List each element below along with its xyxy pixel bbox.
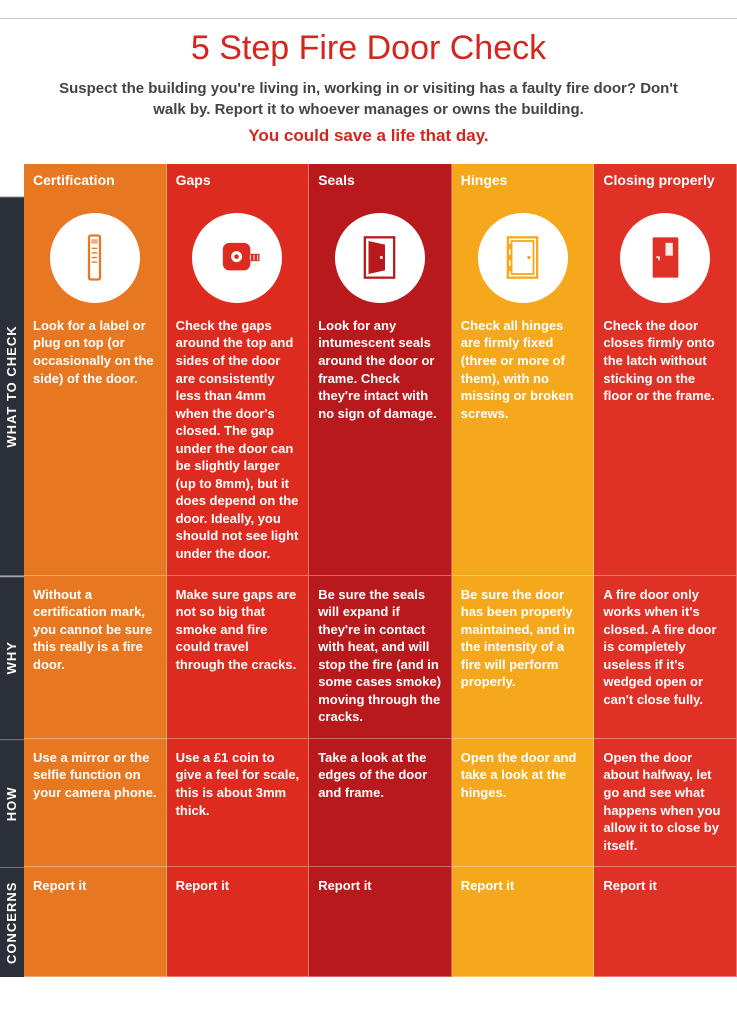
cell-what-0: Look for a label or plug on top (or occa…: [24, 197, 167, 576]
page: 5 Step Fire Door Check Suspect the build…: [0, 18, 737, 977]
cell-how-2: Take a look at the edges of the door and…: [309, 739, 452, 867]
subtitle: Suspect the building you're living in, w…: [49, 78, 689, 120]
certification-label-icon: [50, 213, 140, 303]
what-text-0: Look for a label or plug on top (or occa…: [33, 317, 157, 387]
row-label-how: HOW: [0, 739, 24, 867]
cell-what-4: Check the door closes firmly onto the la…: [594, 197, 737, 576]
cell-what-1: Check the gaps around the top and sides …: [167, 197, 310, 576]
cell-how-1: Use a £1 coin to give a feel for scale, …: [167, 739, 310, 867]
door-hinge-icon: [478, 213, 568, 303]
tape-measure-icon: [192, 213, 282, 303]
door-closing-icon: [620, 213, 710, 303]
cell-how-4: Open the door about halfway, let go and …: [594, 739, 737, 867]
cell-why-3: Be sure the door has been properly maint…: [452, 576, 595, 739]
cell-concerns-0: Report it: [24, 867, 167, 977]
header: 5 Step Fire Door Check Suspect the build…: [0, 18, 737, 164]
what-text-3: Check all hinges are firmly fixed (three…: [461, 317, 585, 422]
cell-why-0: Without a certification mark, you cannot…: [24, 576, 167, 739]
cell-why-4: A fire door only works when it's closed.…: [594, 576, 737, 739]
what-text-4: Check the door closes firmly onto the la…: [603, 317, 727, 405]
cell-concerns-2: Report it: [309, 867, 452, 977]
what-text-1: Check the gaps around the top and sides …: [176, 317, 300, 563]
col-header-seals: Seals: [309, 164, 452, 197]
col-header-closing: Closing properly: [594, 164, 737, 197]
check-grid: Certification Gaps Seals Hinges Closing …: [0, 164, 737, 977]
cell-how-3: Open the door and take a look at the hin…: [452, 739, 595, 867]
cell-why-2: Be sure the seals will expand if they're…: [309, 576, 452, 739]
cell-what-2: Look for any intumescent seals around th…: [309, 197, 452, 576]
col-header-gaps: Gaps: [167, 164, 310, 197]
cell-how-0: Use a mirror or the selfie function on y…: [24, 739, 167, 867]
col-header-hinges: Hinges: [452, 164, 595, 197]
cell-concerns-3: Report it: [452, 867, 595, 977]
what-text-2: Look for any intumescent seals around th…: [318, 317, 442, 422]
row-label-what: WHAT TO CHECK: [0, 197, 24, 576]
cell-concerns-1: Report it: [167, 867, 310, 977]
tagline: You could save a life that day.: [24, 126, 713, 146]
corner-cell: [0, 164, 24, 197]
cell-why-1: Make sure gaps are not so big that smoke…: [167, 576, 310, 739]
cell-what-3: Check all hinges are firmly fixed (three…: [452, 197, 595, 576]
door-seal-icon: [335, 213, 425, 303]
cell-concerns-4: Report it: [594, 867, 737, 977]
page-title: 5 Step Fire Door Check: [24, 29, 713, 68]
col-header-certification: Certification: [24, 164, 167, 197]
row-label-concerns: CONCERNS: [0, 867, 24, 977]
row-label-why: WHY: [0, 576, 24, 739]
